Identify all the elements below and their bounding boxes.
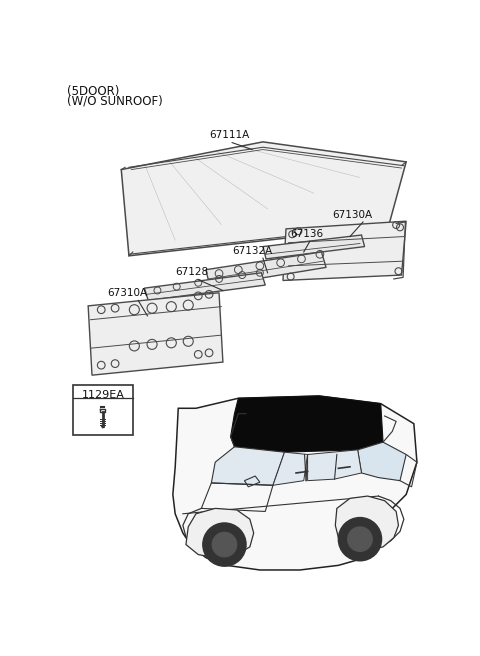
- Text: 67128: 67128: [175, 268, 208, 277]
- Polygon shape: [211, 447, 285, 485]
- Polygon shape: [88, 293, 223, 375]
- Polygon shape: [186, 508, 254, 558]
- Polygon shape: [273, 452, 308, 485]
- Text: 1129EA: 1129EA: [81, 390, 124, 400]
- Circle shape: [348, 527, 372, 552]
- Polygon shape: [308, 450, 361, 481]
- Text: (W/O SUNROOF): (W/O SUNROOF): [67, 94, 163, 107]
- Polygon shape: [283, 221, 406, 281]
- Text: (5DOOR): (5DOOR): [67, 85, 120, 98]
- Bar: [73, 385, 133, 435]
- Text: 67111A: 67111A: [209, 131, 249, 140]
- Text: 67136: 67136: [291, 229, 324, 239]
- Text: 67310A: 67310A: [108, 288, 147, 298]
- Polygon shape: [358, 442, 406, 481]
- Polygon shape: [121, 142, 406, 256]
- Polygon shape: [336, 496, 398, 550]
- Circle shape: [338, 518, 382, 561]
- Polygon shape: [206, 252, 326, 287]
- Text: 67130A: 67130A: [332, 210, 372, 220]
- Polygon shape: [230, 396, 383, 452]
- Text: 67132A: 67132A: [232, 246, 272, 256]
- Circle shape: [203, 523, 246, 566]
- Polygon shape: [263, 235, 365, 259]
- Circle shape: [212, 532, 237, 557]
- Polygon shape: [144, 273, 265, 300]
- Polygon shape: [173, 396, 417, 570]
